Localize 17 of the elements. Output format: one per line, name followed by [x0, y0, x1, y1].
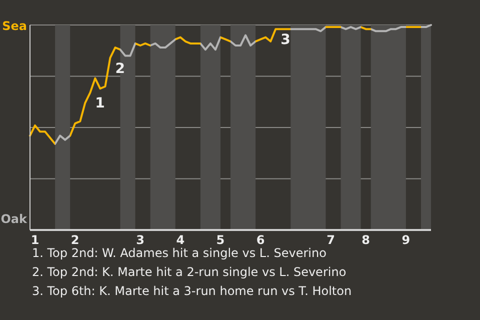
x-tick-label: 8: [362, 233, 370, 247]
text: Sea: [2, 19, 27, 33]
x-tick-label: 2: [70, 233, 80, 247]
annotation: 1: [95, 96, 105, 112]
text: 3. Top 6th: K. Marte hit a 3-run home run vs T. Holton: [32, 283, 352, 300]
text: 2. Top 2nd: K. Marte hit a 2-run single vs L. Severino: [32, 264, 348, 281]
x-tick-label: 9: [402, 233, 410, 247]
x-tick-label: 7: [326, 233, 335, 247]
annotation: 2: [115, 60, 125, 77]
x-tick-label: 4: [176, 233, 185, 247]
text: 1. Top 2nd: W. Adames hit a single vs L. Severino: [32, 246, 326, 260]
x-tick-label: 6: [256, 233, 265, 247]
x-tick-label: 3: [136, 233, 144, 247]
text: Oak: [0, 212, 28, 226]
x-tick-label: 5: [216, 233, 225, 247]
annotation: 3: [280, 32, 290, 48]
x-tick-label: 1: [30, 233, 40, 247]
